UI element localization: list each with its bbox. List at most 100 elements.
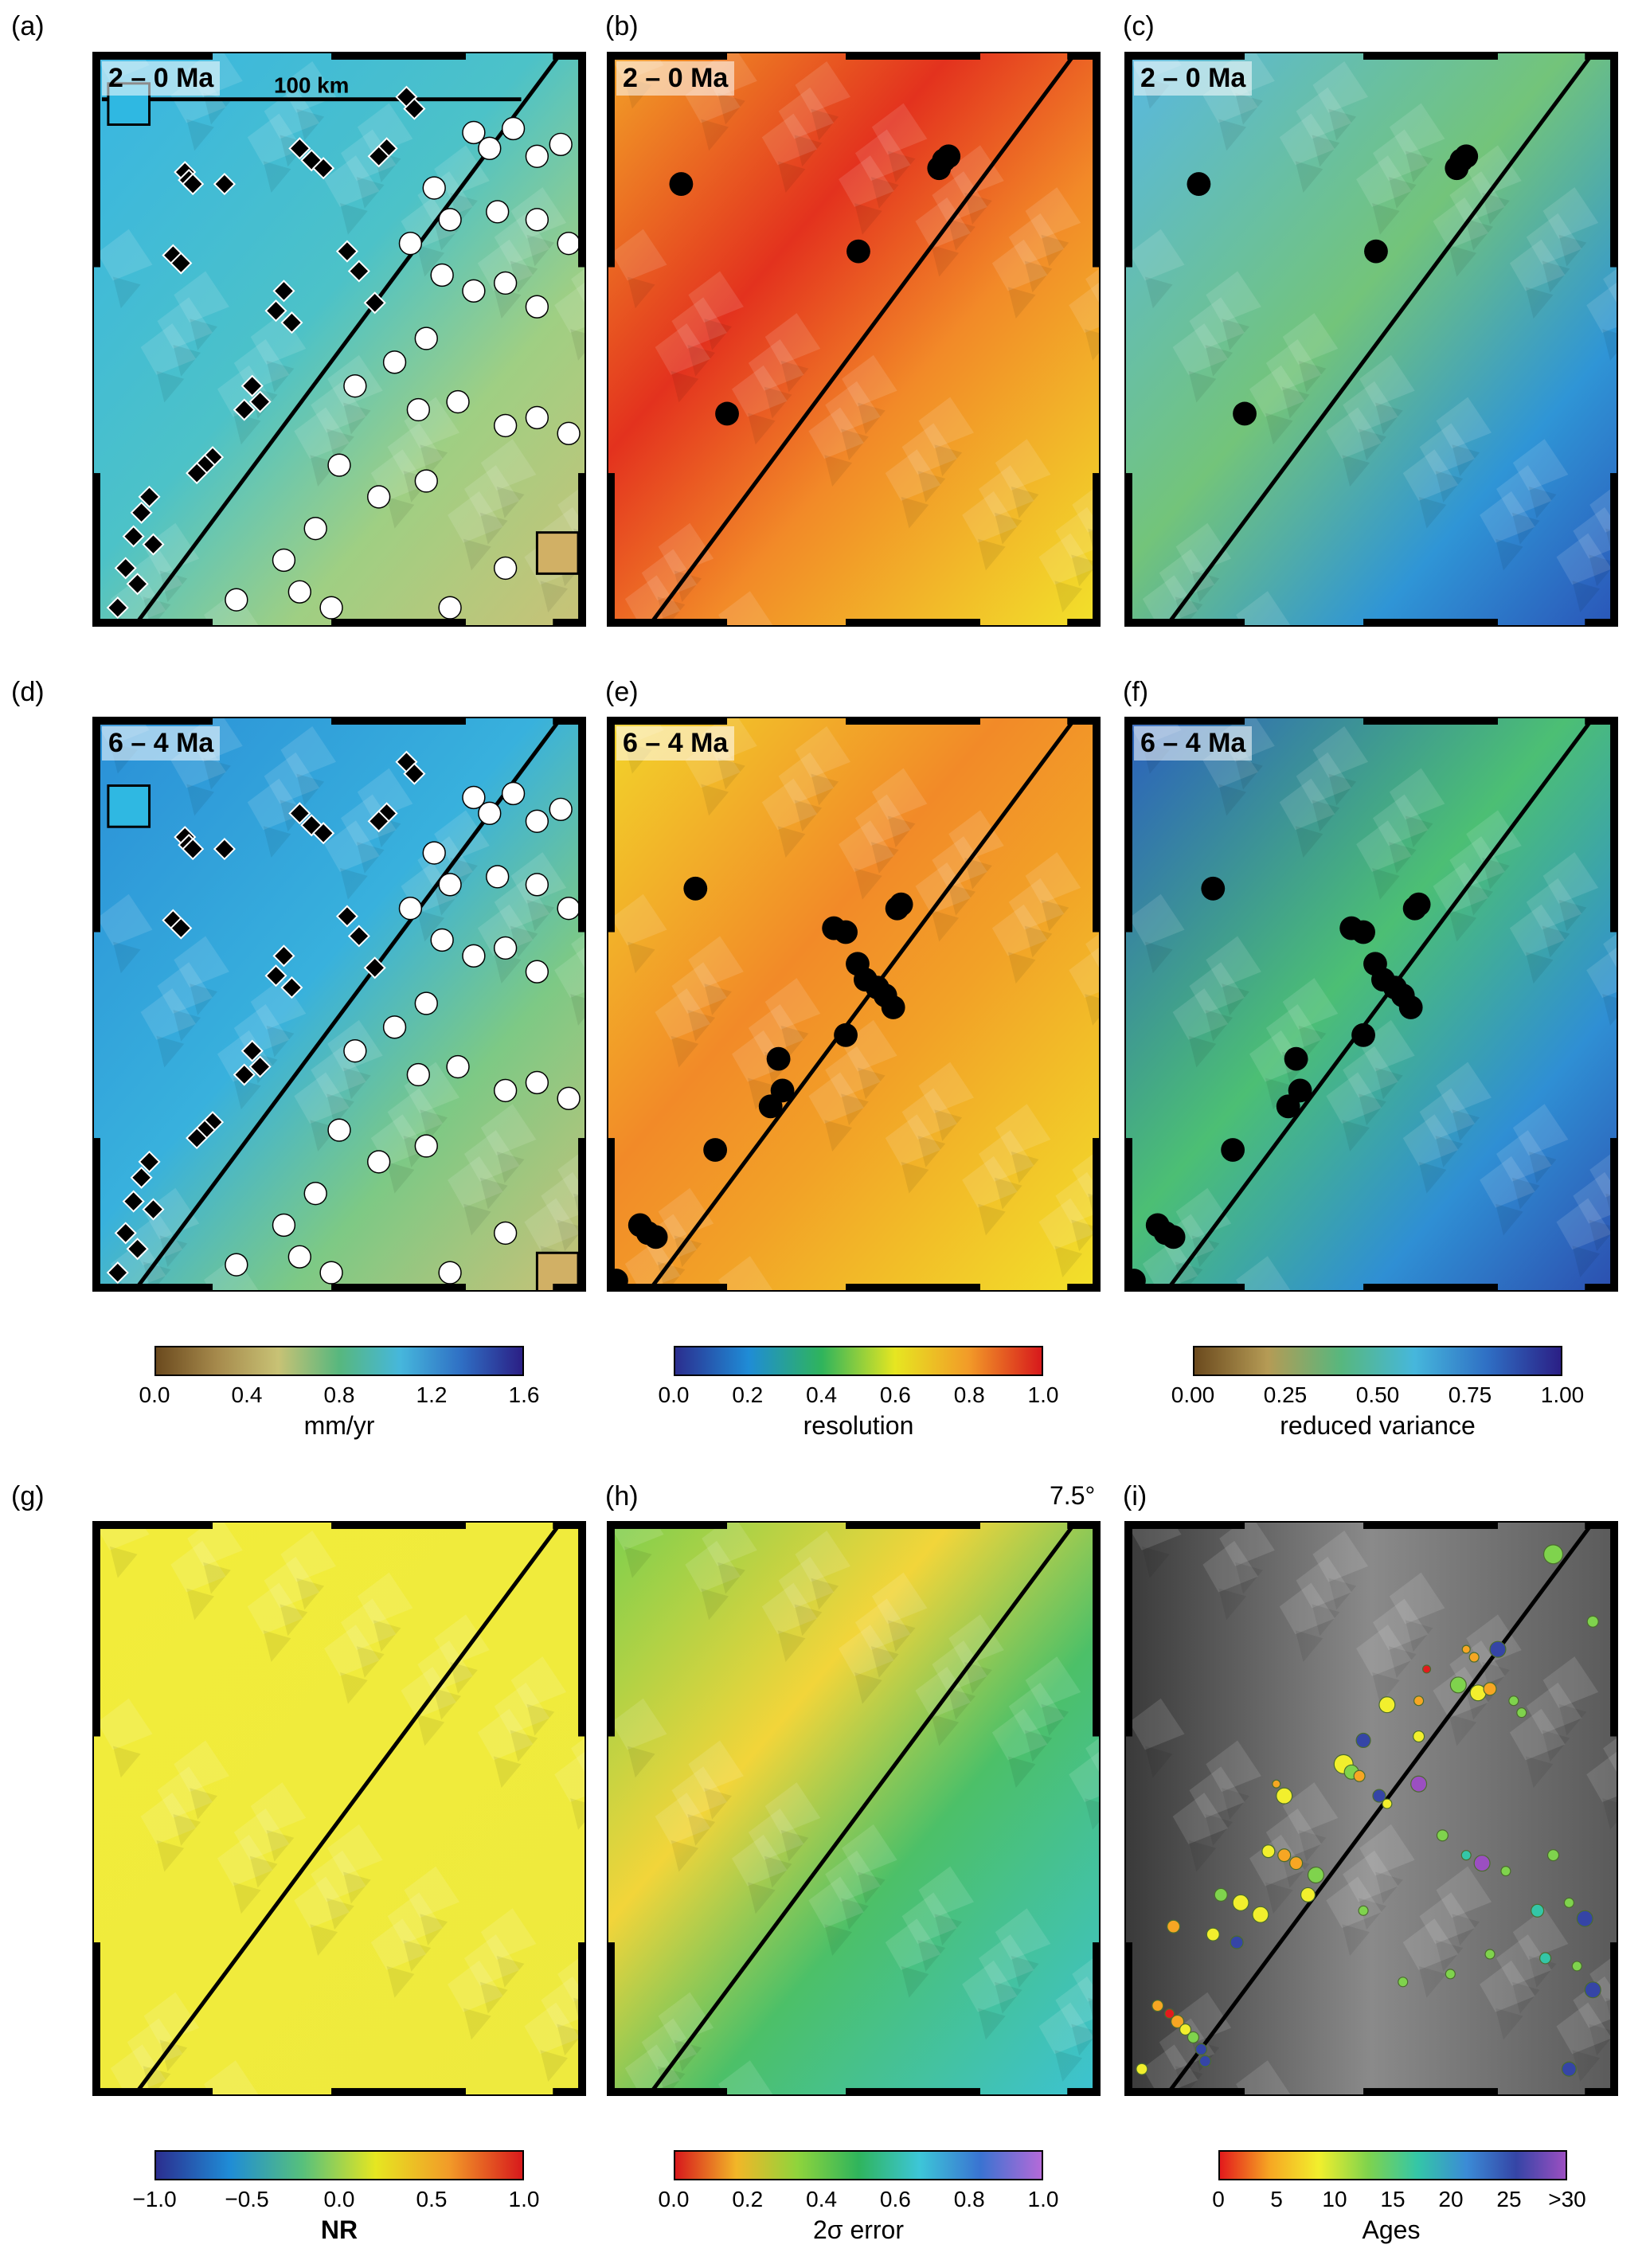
terrain-ridge: [524, 1198, 581, 1250]
terrain-ridge: [1282, 978, 1339, 1030]
terrain-shadow: [1071, 1219, 1099, 1252]
terrain-ridge: [1249, 365, 1305, 417]
terrain-ridge: [901, 423, 958, 475]
terrain-shadow: [356, 1646, 385, 1678]
frame-tick: [846, 718, 980, 725]
terrain-ridge: [1512, 439, 1569, 491]
terrain-shadow: [934, 444, 963, 477]
frame-tick: [1610, 53, 1617, 268]
age-point: [1461, 1644, 1471, 1654]
terrain-shadow: [1144, 941, 1173, 974]
terrain-ridge: [825, 1850, 881, 1902]
terrain-ridge: [718, 591, 773, 625]
terrain-ridge: [233, 1809, 290, 1860]
terrain-shadow: [1144, 1746, 1173, 1778]
terrain-shadow: [1222, 983, 1249, 1015]
terrain-ridge: [1436, 1866, 1492, 1918]
terrain-ridge: [991, 239, 1048, 291]
terrain-shadow: [493, 1756, 522, 1789]
sample-circle: [486, 200, 510, 224]
terrain-ridge: [611, 1698, 667, 1750]
frame-tick: [94, 619, 213, 625]
sample-circle: [501, 116, 526, 141]
terrain-ridge: [448, 1156, 503, 1208]
frame-tick: [331, 1523, 466, 1529]
sample-circle: [398, 232, 423, 256]
frame-tick: [94, 1942, 100, 2094]
frame-tick: [1126, 1942, 1132, 2094]
sample-dot: [715, 401, 739, 426]
terrain-shadow: [994, 1981, 1022, 2014]
terrain-ridge: [795, 1530, 851, 1582]
terrain-shadow: [1449, 1714, 1477, 1746]
field-fill: [94, 1523, 585, 2094]
terrain-shadow: [1511, 1981, 1540, 2014]
terrain-ridge: [778, 87, 835, 139]
terrain-shadow: [674, 570, 702, 603]
terrain-shadow: [948, 218, 976, 251]
terrain-ridge: [1265, 339, 1322, 391]
sample-diamond: [106, 596, 129, 620]
terrain-shadow: [674, 2039, 702, 2072]
terrain-ridge: [1055, 506, 1099, 559]
sample-circle: [462, 279, 486, 303]
terrain-shadow: [624, 1546, 652, 1578]
terrain-ridge: [995, 1908, 1051, 1960]
terrain-ridge: [448, 1960, 503, 2012]
terrain-ridge: [434, 145, 490, 197]
terrain-shadow: [1235, 92, 1263, 125]
sample-diamond: [170, 917, 193, 940]
frame-tick: [1067, 619, 1099, 625]
fault-line: [1165, 1523, 1595, 2094]
terrain-shadow: [627, 1746, 655, 1778]
terrain-shadow: [570, 329, 585, 361]
sample-diamond: [367, 145, 390, 168]
colorbar-rate: [154, 1346, 524, 1376]
sample-diamond: [248, 1055, 272, 1078]
sample-diamond: [213, 173, 236, 196]
terrain-shadow: [1452, 1109, 1480, 1142]
terrain-ridge: [1402, 1918, 1459, 1970]
terrain-ridge: [825, 1046, 881, 1098]
terrain-ridge: [143, 1187, 200, 1240]
terrain-shadow: [203, 1562, 231, 1594]
terrain-ridge: [978, 1130, 1034, 1182]
sample-dot: [703, 1138, 728, 1162]
terrain-shadow: [764, 1855, 792, 1888]
sample-dot: [834, 1023, 858, 1047]
frame-tick: [94, 1523, 100, 1737]
terrain-shadow: [1041, 234, 1069, 267]
sample-diamond: [240, 374, 264, 397]
frame-tick: [846, 1523, 980, 1529]
resolution-field-b: [608, 53, 1099, 625]
frame-tick: [1126, 718, 1132, 933]
colorbar-rv-title: reduced variance: [1280, 1411, 1476, 1440]
terrain-ridge: [1189, 297, 1245, 349]
terrain-ridge: [110, 1240, 166, 1290]
sample-dot: [643, 1225, 668, 1249]
fault-line: [647, 718, 1077, 1290]
terrain-shadow: [901, 496, 929, 529]
frame-tick: [1067, 1523, 1099, 1529]
terrain-ridge: [1509, 904, 1566, 956]
terrain-ridge: [1265, 1809, 1322, 1860]
terrain-shadow: [794, 800, 823, 832]
sample-circle: [382, 1015, 407, 1039]
frame-tick: [846, 1284, 980, 1290]
age-point: [1563, 1897, 1574, 1908]
panel-letter-b: (b): [605, 11, 639, 41]
terrain-shadow: [1342, 455, 1370, 487]
terrain-ridge: [1128, 1698, 1185, 1750]
terrain-ridge: [1419, 1892, 1476, 1945]
age-point: [1230, 1935, 1244, 1949]
terrain-shadow: [964, 193, 992, 225]
terrain-ridge: [1219, 1523, 1275, 1566]
terrain-shadow: [747, 1882, 776, 1914]
age-point: [1353, 1769, 1366, 1782]
terrain-shadow: [1342, 1120, 1370, 1152]
map-panel-f: 6 – 4 Ma: [1124, 717, 1618, 1292]
terrain-shadow: [233, 413, 261, 445]
sample-diamond: [403, 762, 426, 785]
overlay-f: [1126, 718, 1617, 1290]
terrain-shadow: [326, 428, 354, 461]
